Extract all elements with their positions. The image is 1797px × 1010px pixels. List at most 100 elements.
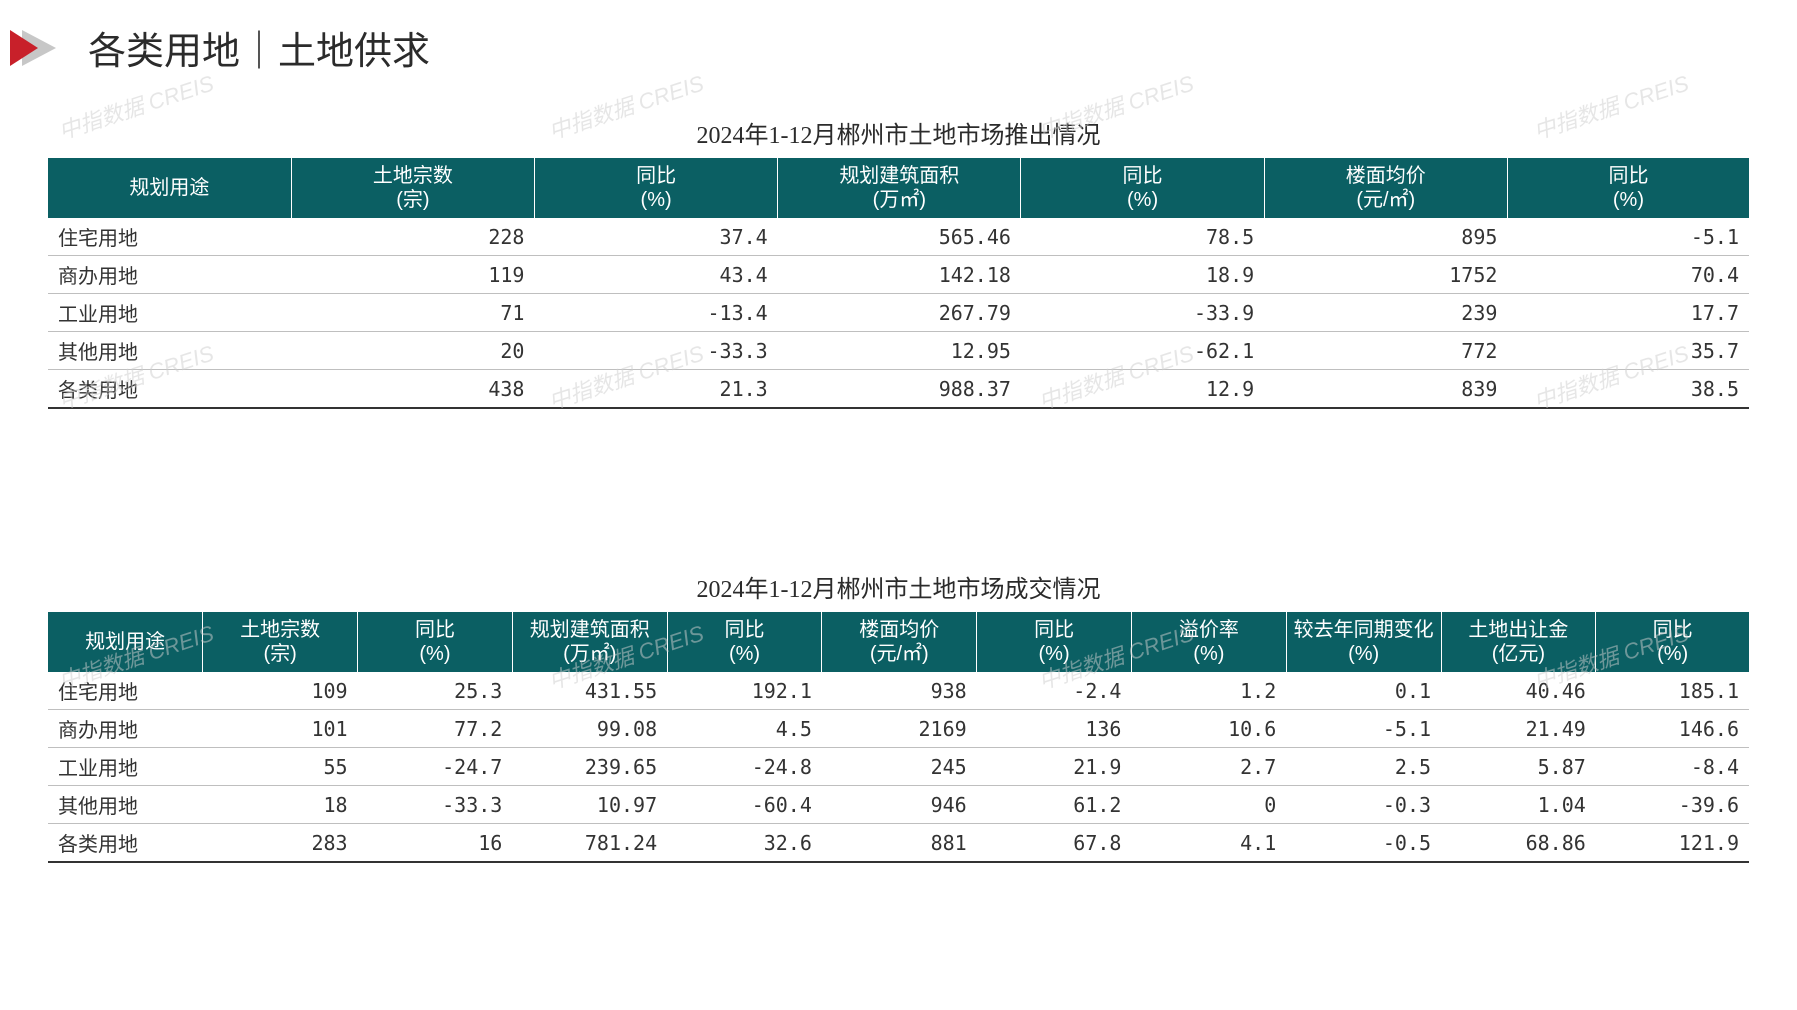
- table-cell: 37.4: [534, 218, 777, 256]
- col-header-line1: 同比: [1512, 164, 1745, 188]
- col-header-line2: (%): [981, 642, 1127, 666]
- table-cell: 245: [822, 748, 977, 786]
- table-cell: 25.3: [358, 672, 513, 710]
- col-header-line1: 同比: [362, 618, 508, 642]
- table-row: 商办用地11943.4142.1818.9175270.4: [48, 256, 1749, 294]
- page-header: 各类用地｜土地供求: [0, 0, 1797, 75]
- table-row: 工业用地71-13.4267.79-33.923917.7: [48, 294, 1749, 332]
- table-cell: 各类用地: [48, 824, 203, 863]
- table-cell: 267.79: [778, 294, 1021, 332]
- table-cell: 商办用地: [48, 256, 291, 294]
- table1-head: 规划用途土地宗数(宗)同比(%)规划建筑面积(万㎡)同比(%)楼面均价(元/㎡)…: [48, 158, 1749, 218]
- col-header-line1: 溢价率: [1136, 618, 1282, 642]
- col-header-line2: (%): [539, 188, 773, 212]
- table-cell: 各类用地: [48, 370, 291, 409]
- table-cell: -62.1: [1021, 332, 1264, 370]
- table-cell: 住宅用地: [48, 218, 291, 256]
- table-cell: 10.97: [512, 786, 667, 824]
- table1: 规划用途土地宗数(宗)同比(%)规划建筑面积(万㎡)同比(%)楼面均价(元/㎡)…: [48, 158, 1749, 409]
- page-title: 各类用地｜土地供求: [88, 20, 430, 75]
- table-cell: 其他用地: [48, 332, 291, 370]
- col-header-line2: (%): [672, 642, 818, 666]
- table-cell: 1752: [1264, 256, 1507, 294]
- table-cell: 4.1: [1131, 824, 1286, 863]
- col-header-line1: 楼面均价: [826, 618, 972, 642]
- table-cell: -24.7: [358, 748, 513, 786]
- col-header: 同比(%): [667, 612, 822, 672]
- table-cell: 239.65: [512, 748, 667, 786]
- col-header-line2: (%): [362, 642, 508, 666]
- table-cell: -5.1: [1507, 218, 1749, 256]
- table-cell: 40.46: [1441, 672, 1596, 710]
- table2: 规划用途土地宗数(宗)同比(%)规划建筑面积(万㎡)同比(%)楼面均价(元/㎡)…: [48, 612, 1749, 863]
- col-header-line1: 楼面均价: [1269, 164, 1503, 188]
- table2-title: 2024年1-12月郴州市土地市场成交情况: [0, 569, 1797, 604]
- table-cell: 0: [1131, 786, 1286, 824]
- table-cell: 2.7: [1131, 748, 1286, 786]
- col-header-line1: 同比: [1600, 618, 1745, 642]
- table2-wrap: 规划用途土地宗数(宗)同比(%)规划建筑面积(万㎡)同比(%)楼面均价(元/㎡)…: [0, 612, 1797, 863]
- table-cell: -8.4: [1596, 748, 1749, 786]
- table-cell: -5.1: [1286, 710, 1441, 748]
- table-cell: 881: [822, 824, 977, 863]
- table-cell: 101: [203, 710, 358, 748]
- table-cell: -33.3: [358, 786, 513, 824]
- table-cell: 12.95: [778, 332, 1021, 370]
- col-header: 规划用途: [48, 612, 203, 672]
- col-header-line2: (宗): [207, 642, 353, 666]
- col-header: 楼面均价(元/㎡): [1264, 158, 1507, 218]
- col-header-line1: 同比: [539, 164, 773, 188]
- logo-icon: [10, 30, 70, 66]
- table-cell: 946: [822, 786, 977, 824]
- table-cell: 38.5: [1507, 370, 1749, 409]
- table-cell: 988.37: [778, 370, 1021, 409]
- table-cell: -33.9: [1021, 294, 1264, 332]
- col-header-line1: 规划建筑面积: [782, 164, 1016, 188]
- table-cell: 32.6: [667, 824, 822, 863]
- col-header-line2: (亿元): [1446, 642, 1592, 666]
- table1-body: 住宅用地22837.4565.4678.5895-5.1商办用地11943.41…: [48, 218, 1749, 408]
- table-cell: 438: [291, 370, 534, 409]
- table-cell: 121.9: [1596, 824, 1749, 863]
- table-cell: 565.46: [778, 218, 1021, 256]
- col-header-line1: 土地宗数: [296, 164, 530, 188]
- table-cell: 781.24: [512, 824, 667, 863]
- table-row: 住宅用地22837.4565.4678.5895-5.1: [48, 218, 1749, 256]
- table-cell: 21.9: [977, 748, 1132, 786]
- col-header-line2: (%): [1291, 642, 1437, 666]
- table1-wrap: 规划用途土地宗数(宗)同比(%)规划建筑面积(万㎡)同比(%)楼面均价(元/㎡)…: [0, 158, 1797, 409]
- table-cell: 1.04: [1441, 786, 1596, 824]
- table-cell: 192.1: [667, 672, 822, 710]
- col-header-line2: (元/㎡): [1269, 188, 1503, 212]
- table-cell: 2.5: [1286, 748, 1441, 786]
- table-cell: 185.1: [1596, 672, 1749, 710]
- table-cell: 71: [291, 294, 534, 332]
- col-header: 同比(%): [534, 158, 777, 218]
- col-header: 同比(%): [1021, 158, 1264, 218]
- table-cell: 77.2: [358, 710, 513, 748]
- table-cell: 其他用地: [48, 786, 203, 824]
- table-cell: 43.4: [534, 256, 777, 294]
- table-cell: 938: [822, 672, 977, 710]
- col-header: 土地宗数(宗): [291, 158, 534, 218]
- col-header: 溢价率(%): [1131, 612, 1286, 672]
- col-header-line2: (万㎡): [782, 188, 1016, 212]
- col-header: 同比(%): [1507, 158, 1749, 218]
- table-cell: -33.3: [534, 332, 777, 370]
- table-cell: 431.55: [512, 672, 667, 710]
- col-header: 规划建筑面积(万㎡): [778, 158, 1021, 218]
- table-cell: 228: [291, 218, 534, 256]
- col-header: 同比(%): [977, 612, 1132, 672]
- table-cell: -13.4: [534, 294, 777, 332]
- col-header-line1: 土地宗数: [207, 618, 353, 642]
- table-cell: 70.4: [1507, 256, 1749, 294]
- col-header-line1: 规划建筑面积: [517, 618, 663, 642]
- col-header-line2: (%): [1025, 188, 1259, 212]
- table-cell: 239: [1264, 294, 1507, 332]
- table-cell: 2169: [822, 710, 977, 748]
- col-header-line1: 同比: [672, 618, 818, 642]
- table-row: 各类用地43821.3988.3712.983938.5: [48, 370, 1749, 409]
- table-row: 住宅用地10925.3431.55192.1938-2.41.20.140.46…: [48, 672, 1749, 710]
- table-cell: -0.3: [1286, 786, 1441, 824]
- col-header: 同比(%): [358, 612, 513, 672]
